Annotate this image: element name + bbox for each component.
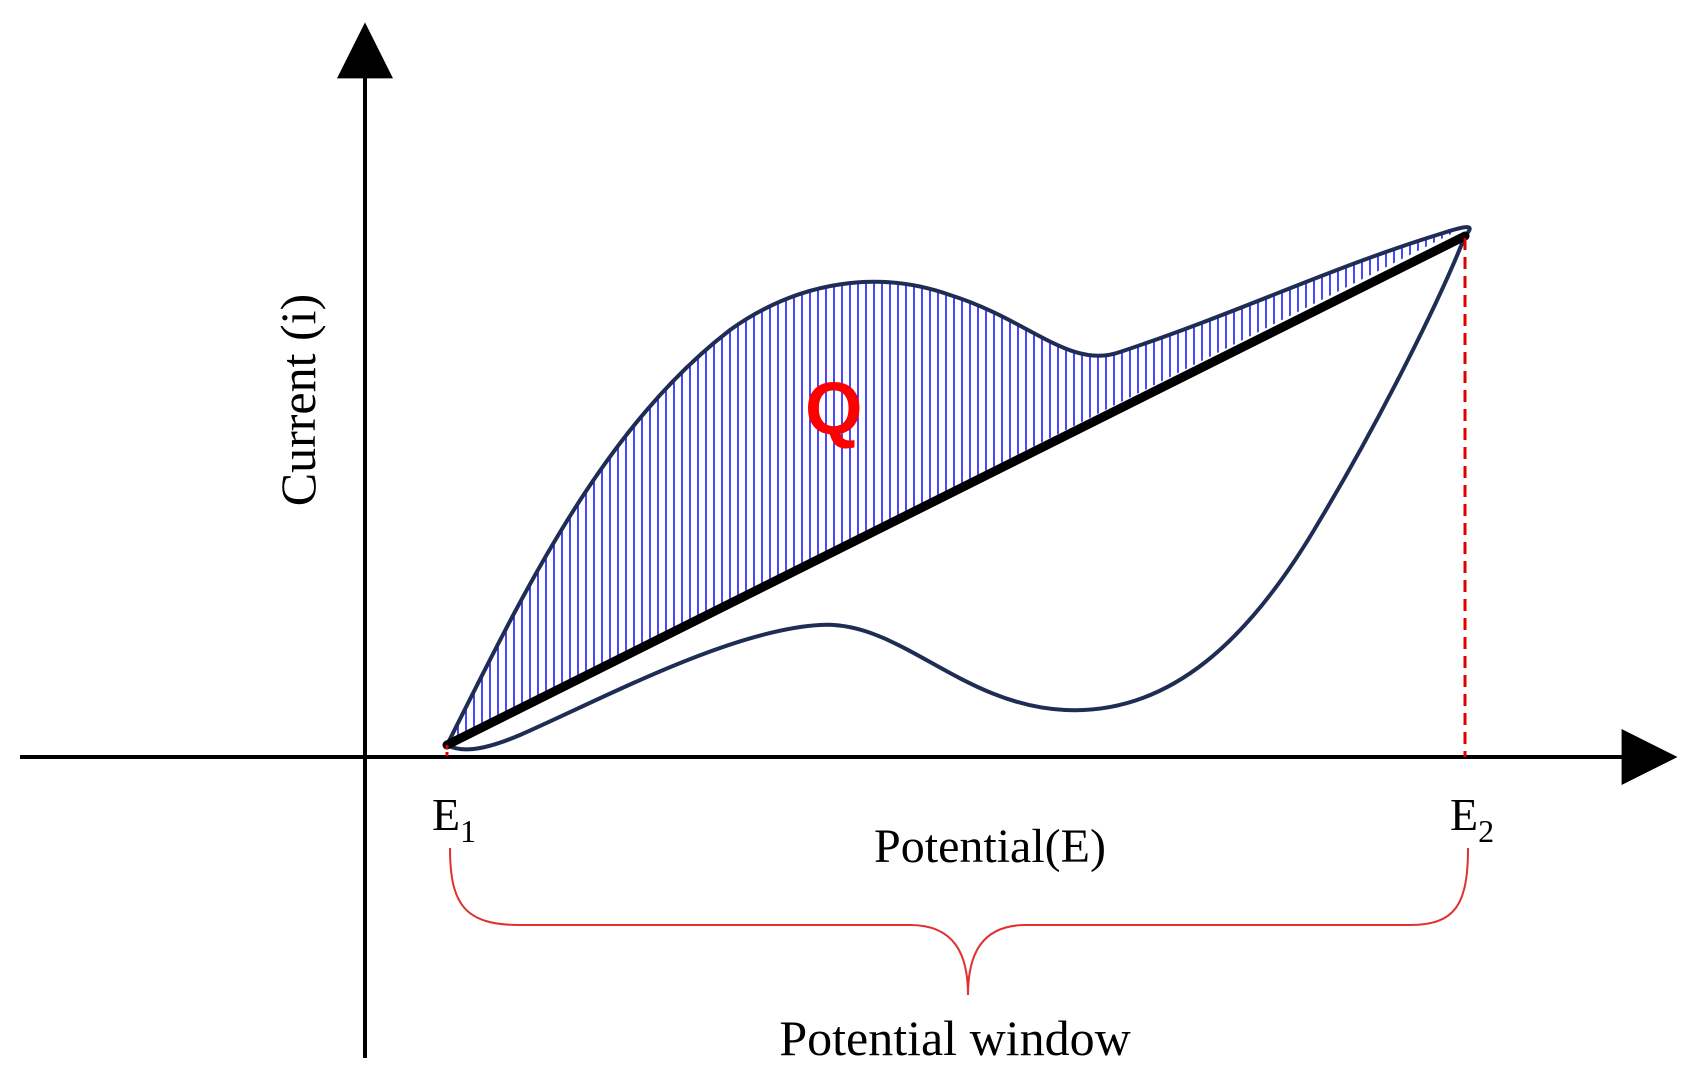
capacitive-baseline xyxy=(442,231,1470,750)
e2-label: E2 xyxy=(1450,789,1494,849)
potential-window-label: Potential window xyxy=(779,1010,1130,1066)
charge-label: Q xyxy=(805,367,863,450)
x-axis-title: Potential(E) xyxy=(874,820,1106,873)
cathodic-curve xyxy=(446,235,1467,752)
e1-label: E1 xyxy=(432,789,476,849)
potential-window-brace xyxy=(449,847,1469,996)
y-axis-title: Current (i) xyxy=(270,294,326,506)
anodic-curve xyxy=(445,225,1472,746)
